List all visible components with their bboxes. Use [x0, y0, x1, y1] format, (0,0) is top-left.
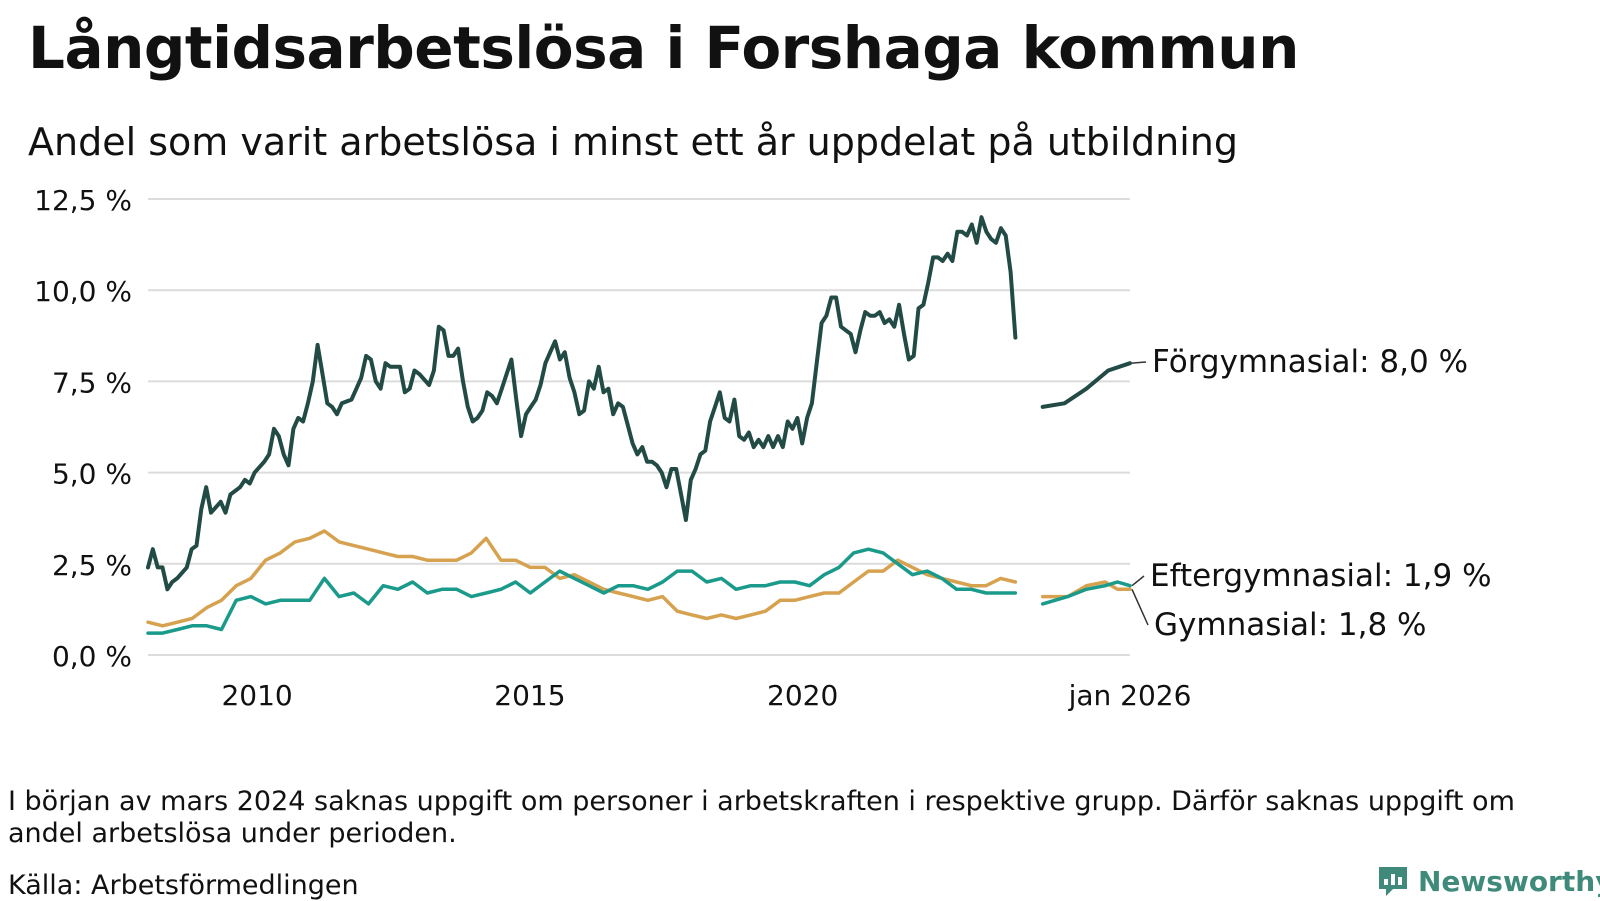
x-tick-label: 2015	[494, 679, 565, 712]
end-label-leader	[1131, 575, 1145, 587]
newsworthy-logo-icon	[1379, 867, 1407, 896]
series-line-eftergymnasial	[146, 547, 1018, 635]
x-tick-label: jan 2026	[1068, 679, 1192, 712]
y-tick-label: 10,0 %	[34, 275, 132, 308]
end-label-leader	[1131, 361, 1147, 364]
y-tick-label: 2,5 %	[52, 549, 132, 582]
newsworthy-logo[interactable]: Newsworthy	[1376, 864, 1600, 898]
x-tick-label: 2010	[221, 679, 292, 712]
y-tick-label: 12,5 %	[34, 184, 132, 217]
chart-subtitle: Andel som varit arbetslösa i minst ett å…	[28, 120, 1239, 164]
series-line-gymnasial	[146, 529, 1018, 628]
y-tick-label: 7,5 %	[52, 366, 132, 399]
end-label-forgymnasial: Förgymnasial: 8,0 %	[1152, 344, 1468, 380]
source-text: Källa: Arbetsförmedlingen	[8, 870, 359, 901]
y-tick-label: 0,0 %	[52, 640, 132, 673]
series-line-eftergymnasial	[1040, 580, 1132, 606]
end-label-gymnasial: Gymnasial: 1,8 %	[1154, 607, 1427, 643]
y-tick-label: 5,0 %	[52, 458, 132, 491]
chart-title: Långtidsarbetslösa i Forshaga kommun	[28, 14, 1299, 82]
end-label-leader	[1131, 589, 1149, 626]
series-line-förgymnasial	[146, 215, 1018, 592]
x-tick-label: 2020	[767, 679, 838, 712]
end-label-eftergymnasial: Eftergymnasial: 1,9 %	[1150, 558, 1492, 594]
logo-text: Newsworthy	[1418, 864, 1600, 898]
footnote: I början av mars 2024 saknas uppgift om …	[8, 786, 1515, 849]
series-line-förgymnasial	[1040, 361, 1132, 409]
